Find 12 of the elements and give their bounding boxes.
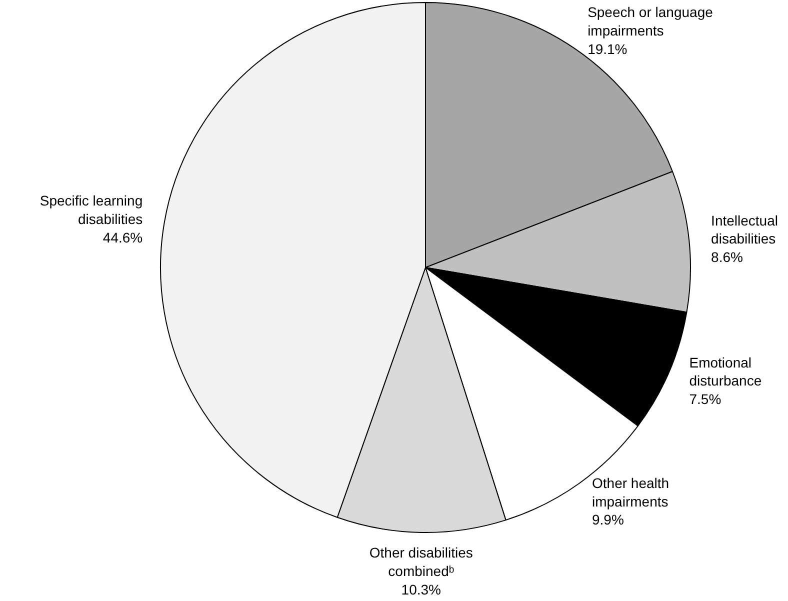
- data-label: 10.3%: [401, 581, 442, 598]
- data-label: 19.1%: [588, 41, 628, 58]
- data-label: 7.5%: [689, 391, 722, 408]
- slice-label: Intellectual disabilities: [711, 212, 778, 247]
- slice-label: Speech or language impairments: [588, 4, 714, 39]
- data-label: 9.9%: [592, 512, 624, 528]
- slice-label: Other disabilities combinedᵇ: [369, 544, 473, 579]
- slice-label: Emotional disturbance: [689, 354, 762, 389]
- data-label: 8.6%: [711, 249, 743, 266]
- slice-label: Other health impairments: [592, 474, 670, 510]
- data-label: 44.6%: [102, 229, 143, 246]
- slice-label: Specific learning disabilities: [40, 192, 143, 228]
